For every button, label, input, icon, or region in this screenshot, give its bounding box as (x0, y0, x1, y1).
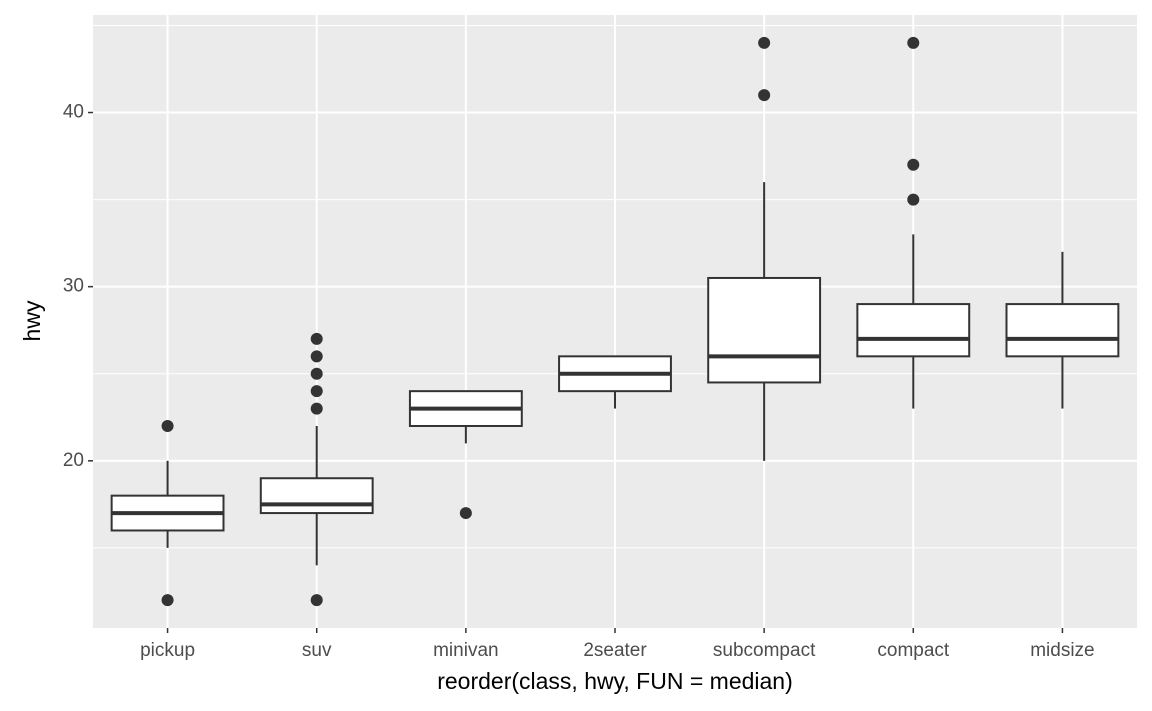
outlier (310, 367, 323, 380)
outlier (907, 36, 920, 49)
x-tick-label: minivan (433, 640, 498, 661)
y-tick-label: 20 (63, 450, 84, 471)
outlier (310, 594, 323, 607)
x-tick-label: subcompact (713, 640, 816, 661)
box (856, 303, 971, 358)
y-tick-label: 40 (63, 102, 84, 123)
x-tick-label: pickup (140, 640, 195, 661)
outlier (310, 402, 323, 415)
outlier (907, 158, 920, 171)
box (1005, 303, 1120, 358)
outlier (161, 419, 174, 432)
outlier (758, 89, 771, 102)
box (707, 276, 822, 384)
y-tick-label: 30 (63, 276, 84, 297)
x-axis-title: reorder(class, hwy, FUN = median) (437, 668, 793, 694)
outlier (161, 594, 174, 607)
x-tick-label: suv (302, 640, 332, 661)
outlier (310, 385, 323, 398)
box (259, 477, 374, 515)
outlier (310, 350, 323, 363)
outlier (758, 36, 771, 49)
x-tick-label: 2seater (583, 640, 647, 661)
outlier (310, 332, 323, 345)
x-tick-label: midsize (1030, 640, 1094, 661)
outlier (907, 193, 920, 206)
x-tick-label: compact (877, 640, 950, 661)
y-axis-title: hwy (19, 300, 45, 341)
outlier (459, 507, 472, 520)
